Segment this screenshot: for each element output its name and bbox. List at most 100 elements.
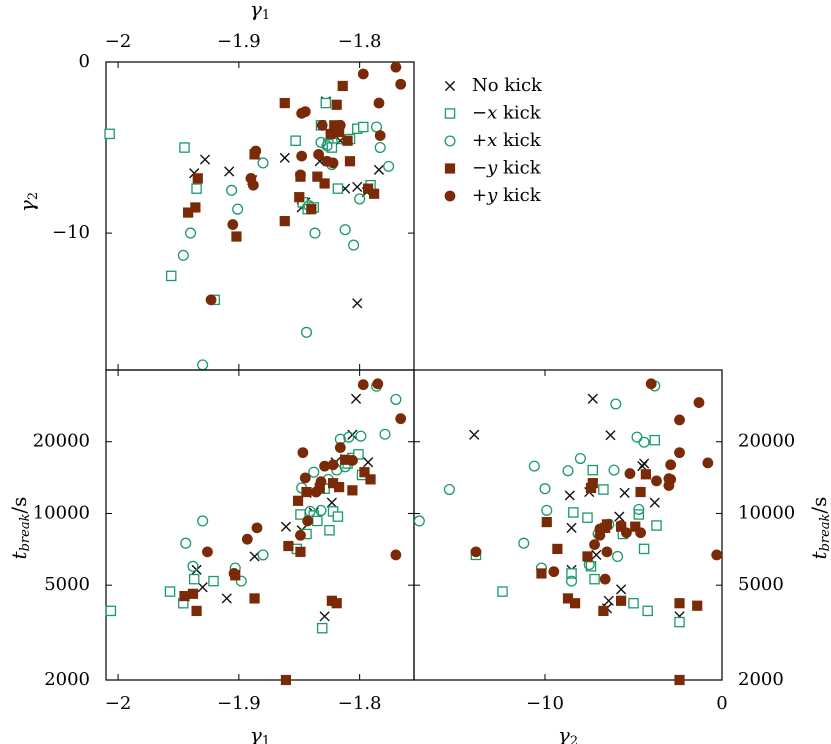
data-point — [574, 452, 586, 465]
x-tick-label: −2 — [105, 693, 132, 714]
legend-label: No kick — [472, 75, 543, 96]
data-point — [312, 515, 323, 527]
data-point — [589, 539, 600, 551]
data-point — [379, 428, 391, 440]
data-point — [257, 549, 269, 561]
legend-label: +x kick — [472, 130, 542, 151]
legend-marker — [444, 135, 456, 147]
data-point — [184, 227, 197, 239]
data-point — [187, 588, 199, 599]
data-point — [191, 183, 202, 194]
data-point — [589, 573, 600, 585]
plot-frame — [413, 369, 723, 681]
series-minus-y — [536, 469, 703, 686]
data-point — [390, 393, 402, 405]
data-point — [591, 549, 602, 560]
data-point — [548, 566, 560, 578]
legend-marker — [444, 108, 456, 119]
data-point — [297, 447, 309, 459]
data-point — [383, 160, 395, 172]
x-tick-label: −10 — [526, 693, 564, 714]
legend-entry: −y kick — [444, 158, 542, 179]
data-point — [354, 193, 366, 205]
data-point — [316, 119, 328, 131]
data-point — [295, 509, 306, 520]
y-tick-label: 10000 — [33, 502, 90, 523]
data-point — [702, 457, 714, 469]
data-point — [337, 80, 348, 92]
data-point — [601, 546, 613, 558]
data-point — [374, 130, 386, 141]
data-point — [635, 486, 646, 498]
data-point — [279, 152, 290, 163]
data-point — [539, 483, 551, 495]
data-point — [619, 487, 630, 498]
data-point — [334, 119, 346, 131]
data-point — [313, 149, 324, 160]
data-point — [564, 490, 575, 501]
data-point — [649, 497, 660, 508]
data-point — [612, 550, 624, 563]
series-minus-y — [179, 454, 376, 686]
data-point — [296, 150, 308, 162]
data-point — [191, 605, 202, 616]
data-point — [352, 298, 363, 309]
data-point — [319, 178, 330, 189]
data-point — [299, 106, 311, 118]
data-point — [292, 495, 304, 506]
data-point — [587, 464, 599, 476]
data-point — [633, 503, 645, 515]
data-point — [279, 216, 290, 227]
data-point — [324, 525, 335, 536]
data-point — [674, 447, 685, 459]
panel-gamma1-vs-tbreak: −2 −1.9 −1.8 2000 5000 10000 20000 γ1 tbreak/s — [7, 369, 415, 744]
y-axis-label: tbreak/s — [807, 497, 831, 560]
data-point — [568, 507, 579, 518]
data-point — [331, 598, 342, 609]
data-point — [642, 605, 653, 617]
data-point — [183, 207, 194, 218]
data-point — [343, 431, 355, 443]
data-point — [638, 436, 650, 448]
data-point — [334, 442, 346, 453]
data-point — [197, 582, 208, 593]
legend-entry: No kick — [444, 75, 543, 96]
data-point — [358, 121, 369, 133]
data-point — [373, 97, 385, 109]
data-point — [283, 540, 294, 552]
data-point — [235, 575, 247, 587]
legend: No kick −x kick +x kick −y kick +y kick — [444, 75, 543, 206]
data-point — [326, 497, 337, 508]
data-point — [443, 483, 455, 496]
y-tick-label: 10000 — [738, 502, 795, 523]
data-point — [294, 192, 305, 203]
x-axis-label: γ1 — [250, 0, 270, 23]
data-point — [693, 397, 705, 408]
data-point — [241, 533, 253, 545]
y-tick-label: 20000 — [738, 431, 795, 452]
legend-label: +y kick — [472, 185, 542, 206]
data-point — [640, 469, 651, 480]
x-tick-label: −1.9 — [217, 31, 261, 52]
data-point — [692, 600, 703, 611]
legend-marker — [444, 190, 456, 202]
data-point — [295, 546, 306, 557]
series-minus-x — [470, 434, 685, 628]
legend-marker — [444, 163, 456, 174]
data-point — [638, 543, 650, 555]
data-point — [615, 520, 627, 531]
data-point — [518, 537, 530, 549]
data-point — [587, 478, 598, 489]
data-point — [199, 154, 211, 165]
data-point — [395, 413, 407, 425]
data-point — [582, 551, 593, 562]
data-point — [249, 551, 260, 562]
data-point — [347, 485, 358, 496]
data-point — [247, 179, 259, 191]
panel-gamma2-vs-tbreak: −10 0 2000 5000 10000 20000 γ2 tbreak/s — [413, 369, 831, 744]
data-point — [390, 61, 402, 73]
data-point — [308, 466, 320, 478]
data-point — [309, 227, 321, 239]
x-tick-label: −2 — [105, 31, 132, 52]
data-point — [390, 549, 402, 561]
